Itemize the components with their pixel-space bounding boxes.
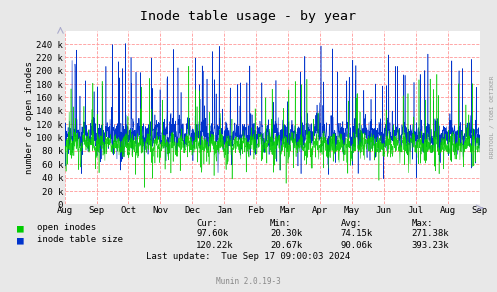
Text: Inode table usage - by year: Inode table usage - by year (141, 10, 356, 23)
Text: Last update:  Tue Sep 17 09:00:03 2024: Last update: Tue Sep 17 09:00:03 2024 (147, 252, 350, 261)
Text: open inodes: open inodes (37, 223, 96, 232)
Y-axis label: number of open inodes: number of open inodes (24, 61, 34, 174)
Text: 97.60k: 97.60k (196, 229, 229, 238)
Text: ■: ■ (17, 223, 24, 233)
Text: ■: ■ (17, 235, 24, 245)
Text: 20.67k: 20.67k (270, 241, 302, 250)
Text: 120.22k: 120.22k (196, 241, 234, 250)
Text: Cur:: Cur: (196, 219, 218, 228)
Text: inode table size: inode table size (37, 235, 123, 244)
Text: RRDTOOL / TOBI OETIKER: RRDTOOL / TOBI OETIKER (490, 76, 495, 158)
Text: Min:: Min: (270, 219, 291, 228)
Text: 393.23k: 393.23k (412, 241, 449, 250)
Text: Munin 2.0.19-3: Munin 2.0.19-3 (216, 277, 281, 286)
Text: 271.38k: 271.38k (412, 229, 449, 238)
Text: 90.06k: 90.06k (340, 241, 373, 250)
Text: 74.15k: 74.15k (340, 229, 373, 238)
Text: Avg:: Avg: (340, 219, 362, 228)
Text: 20.30k: 20.30k (270, 229, 302, 238)
Text: Max:: Max: (412, 219, 433, 228)
